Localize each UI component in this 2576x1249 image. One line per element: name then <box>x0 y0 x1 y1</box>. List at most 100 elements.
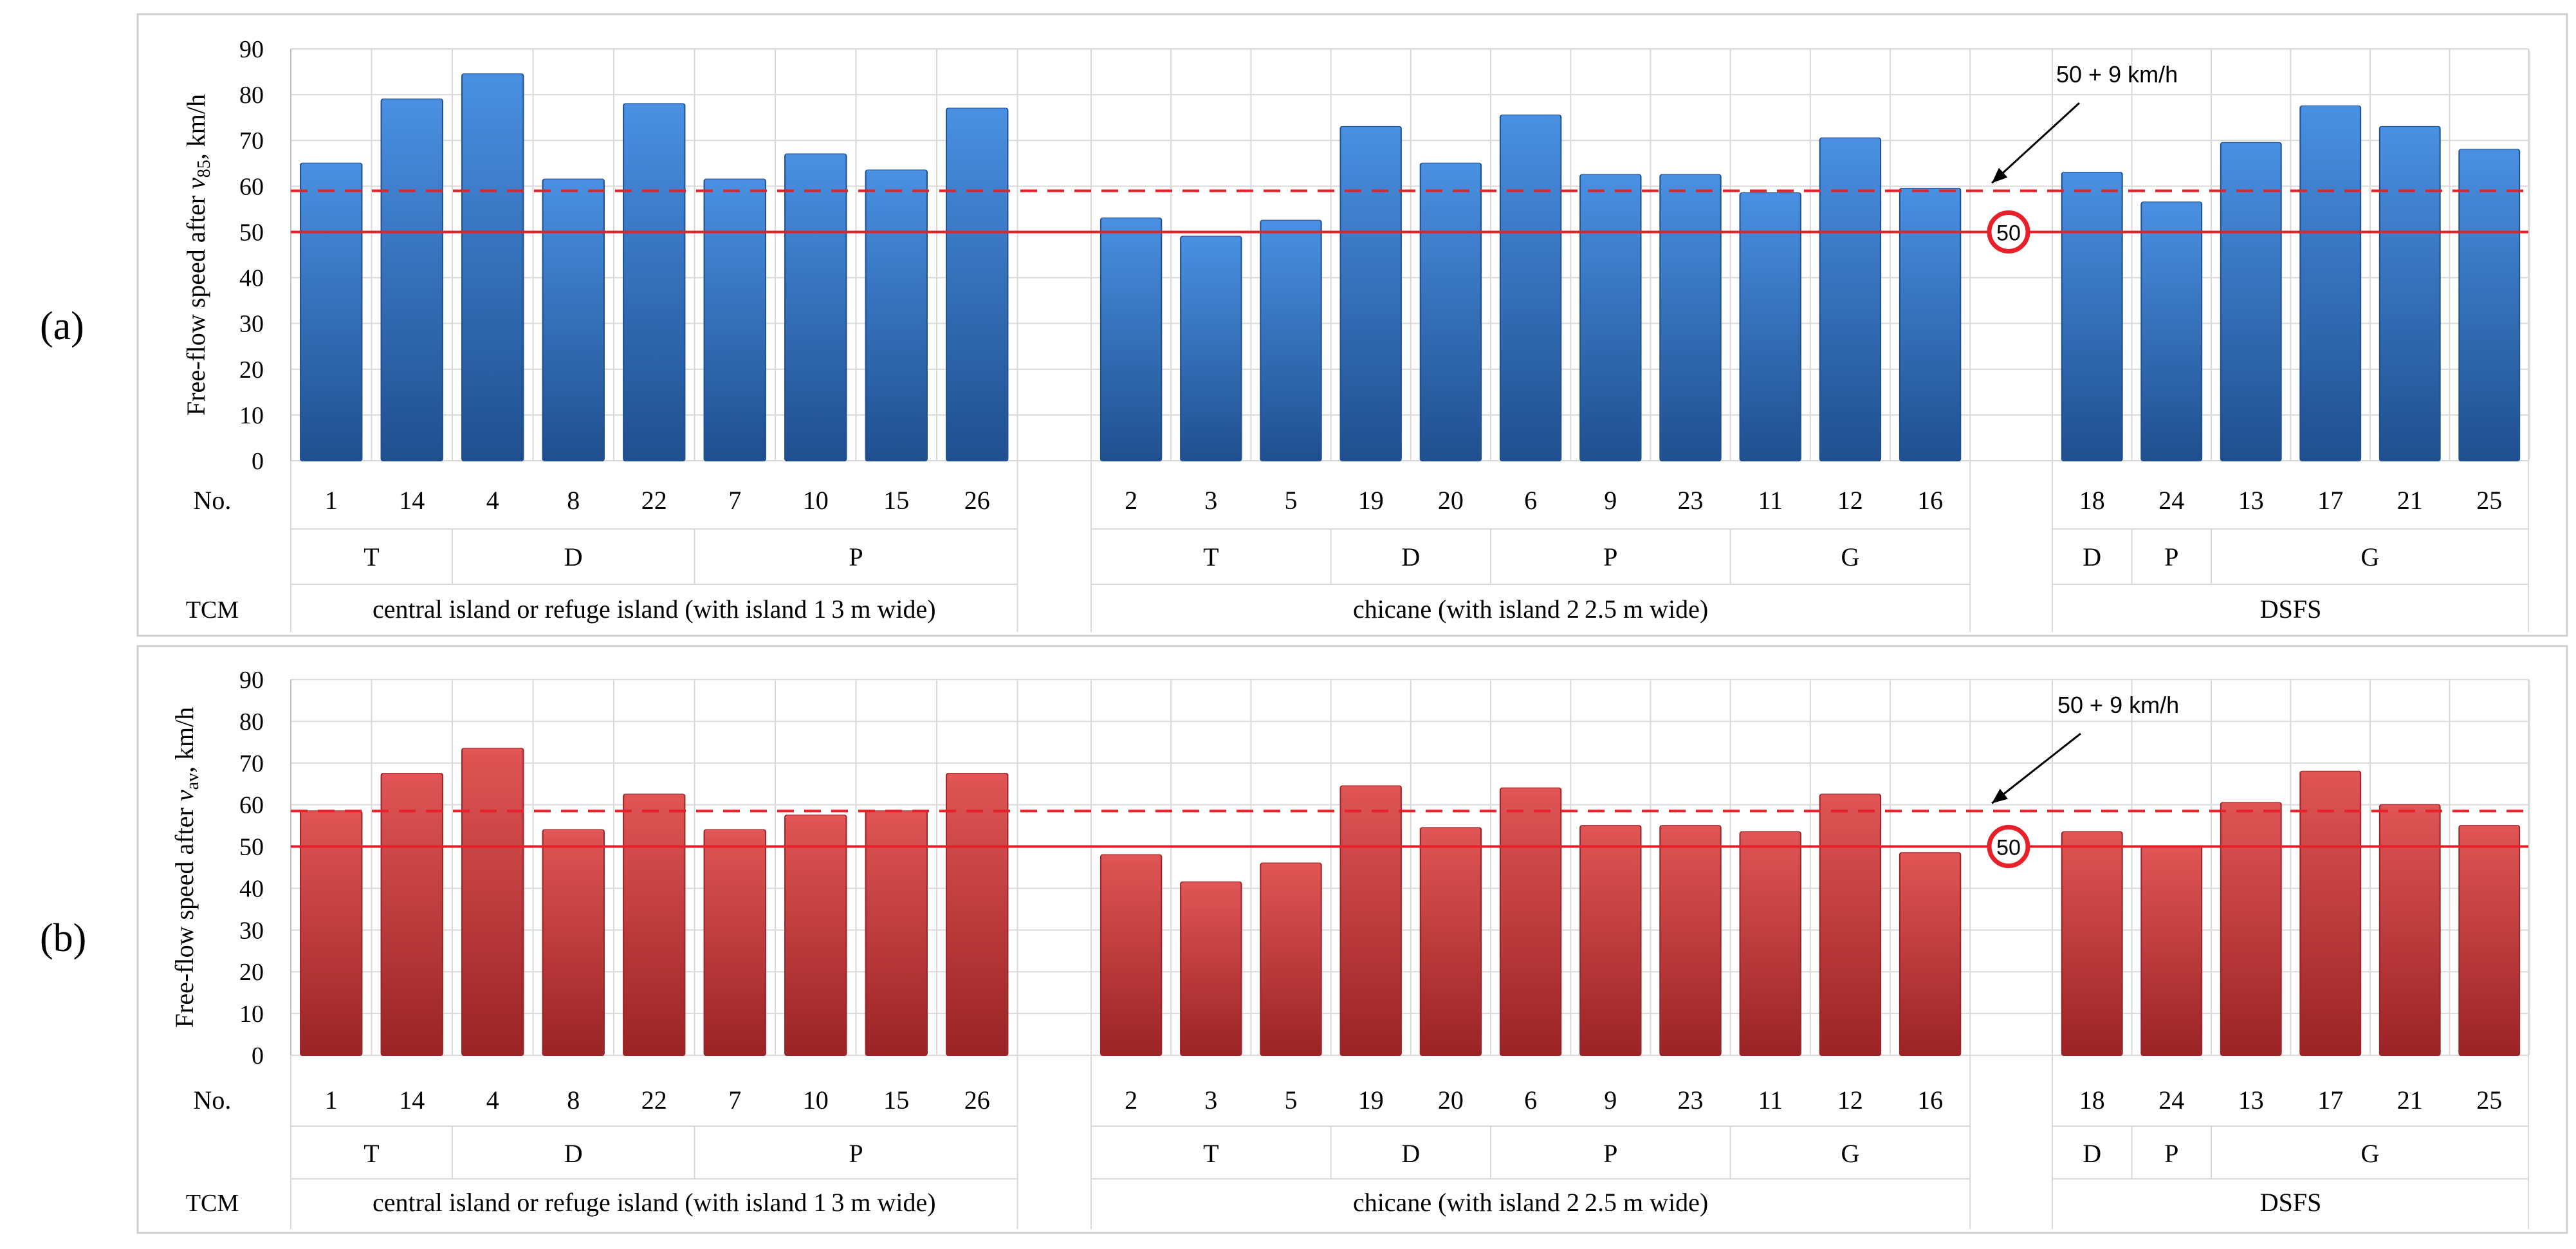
subgroup-label: P <box>1603 542 1617 571</box>
bar-number-label: 7 <box>728 1086 741 1115</box>
bar-number-label: 9 <box>1604 1086 1617 1115</box>
bar-cap <box>2380 804 2439 811</box>
bar-cap <box>786 154 845 161</box>
y-tick-label: 10 <box>239 1001 264 1028</box>
bar-cap <box>1661 174 1720 181</box>
y-tick-label: 40 <box>239 265 264 292</box>
bar <box>1899 852 1962 1057</box>
bar <box>1180 881 1242 1056</box>
bar-number-label: 26 <box>964 486 990 515</box>
chart-panel-b: (b) 0 10 20 30 40 50 60 70 80 90 Free-flow speed af… <box>40 645 2568 1234</box>
y-axis-label: Free-flow speed after vav, km/h <box>170 707 203 1028</box>
bar-cap <box>1501 788 1560 795</box>
y-tick-label: 40 <box>239 875 264 902</box>
bar-cap <box>867 811 926 818</box>
subgroup-label: D <box>564 542 583 571</box>
bar-cap <box>2063 831 2121 838</box>
bar-cap <box>2222 142 2280 149</box>
bar-number-label: 21 <box>2397 1086 2423 1115</box>
bar-cap <box>302 811 361 818</box>
bar-cap <box>463 74 522 81</box>
bar-cap <box>705 829 764 837</box>
bar-number-label: 10 <box>803 486 829 515</box>
y-axis-label: Free-flow speed after v85, km/h <box>181 94 214 416</box>
group-name-label: chicane (with island 2 2.5 m wide) <box>1353 595 1708 624</box>
subgroup-label: T <box>1203 1139 1219 1168</box>
arrow-head-icon <box>1992 788 2009 804</box>
bar <box>2458 149 2521 461</box>
bar-number-label: 19 <box>1358 1086 1384 1115</box>
bar-number-label: 24 <box>2158 1086 2184 1115</box>
bar-cap <box>1741 193 1799 199</box>
bar <box>2299 105 2362 461</box>
bar <box>2061 831 2123 1057</box>
bar-number-label: 4 <box>486 486 499 515</box>
subgroup-label: P <box>2164 542 2178 571</box>
bar-cap <box>1182 236 1240 243</box>
subgroup-label: G <box>1841 542 1859 571</box>
y-tick-label: 30 <box>239 917 264 944</box>
bar <box>2140 201 2203 461</box>
bar <box>1659 825 1722 1056</box>
bar-number-label: 25 <box>2476 486 2502 515</box>
bar-cap <box>948 773 1007 780</box>
subgroup-label: D <box>564 1139 583 1168</box>
bar-cap <box>2222 802 2280 810</box>
subgroup-label: G <box>2361 542 2380 571</box>
bar <box>542 829 605 1056</box>
bar-cap <box>1262 220 1320 227</box>
bar-number-label: 12 <box>1837 1086 1863 1115</box>
speed-limit-badge-label: 50 <box>1996 836 2021 860</box>
bar-cap <box>1821 138 1880 145</box>
bar-cap <box>1262 863 1320 870</box>
bar <box>1419 162 1482 461</box>
bar <box>1739 831 1801 1057</box>
bar-cap <box>2063 172 2121 179</box>
bar <box>1659 174 1722 461</box>
bar-number-label: 1 <box>325 486 338 515</box>
bar-cap <box>867 170 926 177</box>
bar <box>2378 804 2441 1056</box>
y-tick-label: 70 <box>239 750 264 777</box>
subgroup-label: P <box>1603 1139 1617 1168</box>
bar-number-label: 26 <box>964 1086 990 1115</box>
bar-cap <box>705 179 764 186</box>
subgroup-label: D <box>2083 542 2101 571</box>
bar <box>1579 174 1642 461</box>
bar-number-label: 14 <box>399 486 425 515</box>
bar-cap <box>1900 188 1960 195</box>
bar-cap <box>1101 218 1161 225</box>
bar-cap <box>2380 126 2439 133</box>
speed-limit-sign-icon <box>1987 825 2030 869</box>
bar-number-label: 18 <box>2079 486 2105 515</box>
y-tick-label: 60 <box>239 792 264 819</box>
y-tick-label: 50 <box>239 219 264 246</box>
speed-limit-badge-label: 50 <box>1996 221 2021 245</box>
bar-cap <box>1741 831 1799 838</box>
bar-cap <box>2460 149 2519 156</box>
annotation-arrow-line <box>1991 102 2081 184</box>
bar-number-label: 3 <box>1204 1086 1217 1115</box>
bar-number-label: 2 <box>1125 486 1137 515</box>
bar-number-label: 21 <box>2397 486 2423 515</box>
bar <box>1339 125 1402 461</box>
bar <box>542 178 605 461</box>
bar <box>1819 793 1882 1056</box>
bar <box>2378 125 2441 461</box>
y-tick-label: 80 <box>239 708 264 736</box>
subgroup-label: T <box>1203 542 1219 571</box>
group-name-label: DSFS <box>2260 1188 2322 1217</box>
bar-number-label: 8 <box>567 1086 580 1115</box>
bar-number-label: 15 <box>883 486 909 515</box>
reference-line-annotation: 50 + 9 km/h <box>2056 61 2178 88</box>
bar-cap <box>1501 115 1560 122</box>
bar <box>1579 825 1642 1056</box>
y-tick-label: 20 <box>239 959 264 986</box>
bar <box>380 773 443 1056</box>
subgroup-label: P <box>849 542 863 571</box>
bar-number-label: 22 <box>641 1086 667 1115</box>
subgroup-label: G <box>1841 1139 1859 1168</box>
bar-cap <box>1341 786 1400 793</box>
bar <box>1499 115 1562 462</box>
